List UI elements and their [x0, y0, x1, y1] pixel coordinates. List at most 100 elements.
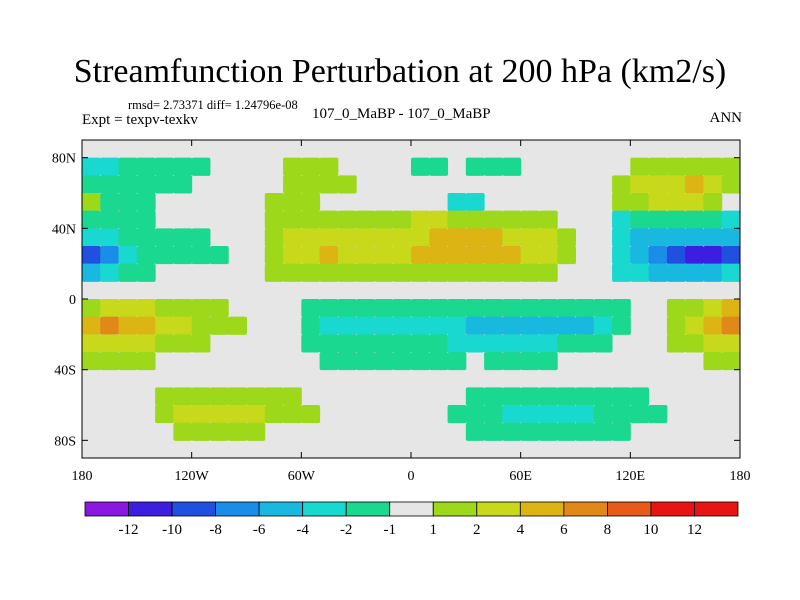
contour-cell	[118, 228, 138, 247]
contour-cell	[337, 352, 357, 371]
contour-cell	[648, 157, 668, 176]
contour-cell	[319, 263, 339, 282]
contour-cell	[246, 405, 266, 424]
colorbar-label: -1	[383, 522, 396, 538]
contour-cell	[666, 246, 686, 265]
contour-cell	[136, 334, 156, 353]
contour-cell	[575, 334, 595, 353]
contour-cell	[100, 246, 120, 265]
contour-cell	[465, 316, 485, 335]
contour-cell	[136, 316, 156, 335]
contour-cell	[392, 246, 412, 265]
contour-cell	[155, 405, 174, 424]
contour-cell	[100, 175, 120, 194]
contour-cell	[721, 157, 741, 176]
contour-cell	[82, 193, 101, 212]
contour-cell	[228, 316, 247, 335]
contour-cell	[283, 405, 302, 424]
contour-cell	[648, 228, 668, 247]
contour-cell	[82, 175, 101, 194]
contour-cell	[283, 210, 302, 229]
contour-cell	[520, 422, 540, 441]
colorbar-label: 12	[687, 522, 702, 538]
contour-cell	[593, 405, 613, 424]
contour-cell	[447, 193, 467, 212]
contour-cell	[429, 334, 449, 353]
x-tick-label: 0	[408, 469, 415, 484]
contour-cell	[100, 228, 120, 247]
contour-cell	[100, 157, 120, 176]
contour-cell	[264, 246, 284, 265]
contour-cell	[82, 352, 101, 371]
contour-cell	[484, 228, 503, 247]
chart-title: Streamfunction Perturbation at 200 hPa (…	[73, 53, 727, 90]
rmsd-diff-label: rmsd= 2.73371 diff= 1.24796e-08	[128, 98, 298, 112]
contour-cell	[283, 263, 302, 282]
contour-cell	[557, 422, 576, 441]
contour-cell	[666, 157, 686, 176]
contour-cell	[502, 228, 522, 247]
colorbar-label: 4	[517, 522, 525, 538]
contour-cell	[136, 193, 156, 212]
contour-cell	[557, 246, 576, 265]
contour-cell	[392, 299, 412, 318]
contour-cell	[703, 175, 723, 194]
contour-cell	[209, 246, 229, 265]
colorbar-label: -12	[119, 522, 139, 538]
contour-cell	[228, 405, 247, 424]
contour-cell	[337, 316, 357, 335]
contour-cell	[411, 263, 430, 282]
contour-cell	[228, 422, 247, 441]
contour-cell	[557, 299, 576, 318]
contour-cell	[447, 263, 467, 282]
contour-cell	[82, 157, 101, 176]
contour-cell	[374, 263, 394, 282]
experiment-label: Expt = texpv-texkv	[82, 112, 198, 128]
contour-cell	[118, 175, 138, 194]
contour-cell	[630, 405, 650, 424]
contour-cell	[191, 157, 211, 176]
contour-cell	[319, 316, 339, 335]
contour-cell	[319, 334, 339, 353]
contour-cell	[447, 352, 467, 371]
contour-cell	[356, 246, 375, 265]
contour-cell	[264, 210, 284, 229]
contour-cell	[155, 299, 174, 318]
contour-cell	[100, 299, 120, 318]
colorbar-swatch	[519, 501, 565, 517]
contour-cell	[538, 387, 558, 406]
contour-cell	[191, 228, 211, 247]
contour-cell	[319, 175, 339, 194]
contour-cell	[612, 299, 631, 318]
contour-cell	[538, 422, 558, 441]
contour-cell	[100, 210, 120, 229]
contour-cell	[484, 334, 503, 353]
contour-cell	[392, 263, 412, 282]
contour-cell	[575, 316, 595, 335]
colorbar-label: 6	[560, 522, 568, 538]
colorbar-swatch	[84, 501, 129, 517]
contour-cell	[703, 193, 723, 212]
contour-cell	[246, 387, 266, 406]
contour-cell	[118, 352, 138, 371]
contour-cell	[520, 299, 540, 318]
contour-cell	[319, 210, 339, 229]
contour-cell	[301, 175, 321, 194]
x-tick-label: 60W	[288, 469, 316, 484]
contour-cell	[520, 246, 540, 265]
colorbar-label: 8	[604, 522, 612, 538]
contour-cell	[209, 387, 229, 406]
contour-cell	[557, 228, 576, 247]
contour-cell	[264, 263, 284, 282]
contour-cell	[721, 299, 741, 318]
contour-cell	[630, 263, 650, 282]
contour-cell	[411, 228, 430, 247]
contour-cell	[319, 299, 339, 318]
contour-cell	[721, 352, 741, 371]
contour-cell	[118, 334, 138, 353]
contour-cell	[685, 157, 704, 176]
contour-cell	[593, 387, 613, 406]
contour-cell	[666, 334, 686, 353]
contour-cell	[447, 316, 467, 335]
contour-cell	[484, 387, 503, 406]
